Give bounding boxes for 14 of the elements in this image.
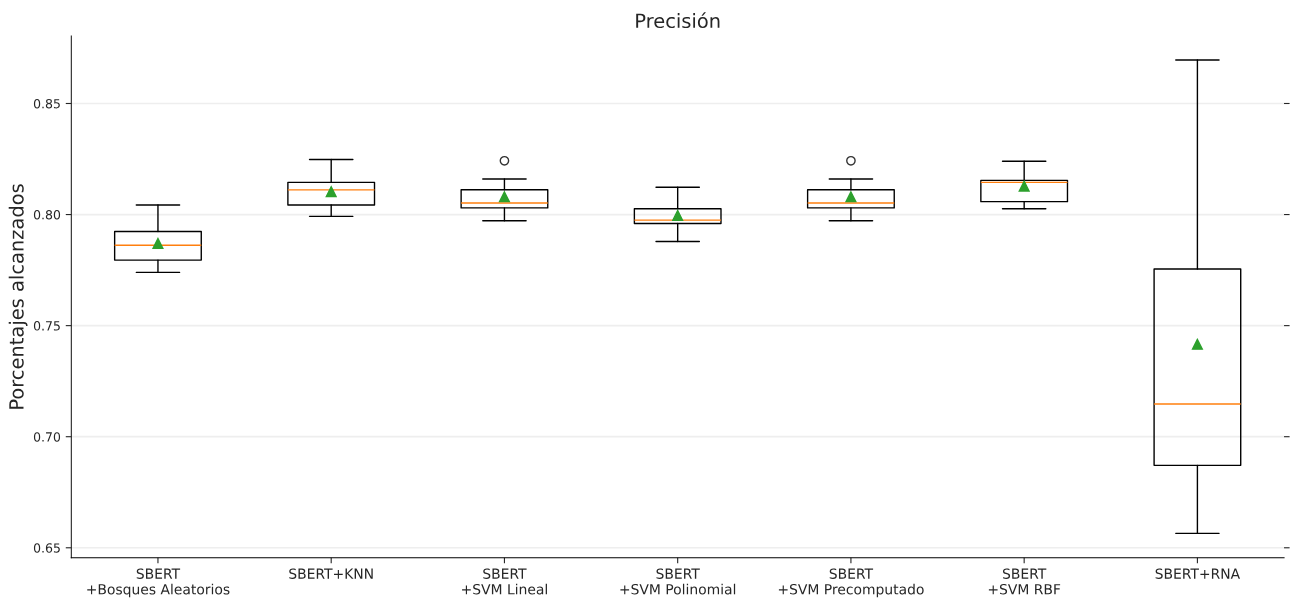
x-tick-label: SBERT +Bosques Aleatorios (87, 568, 230, 598)
x-tick-label: SBERT +SVM Polinomial (620, 568, 736, 595)
x-tick-label: SBERT+KNN (289, 568, 373, 579)
y-tick-label: 0.85 (33, 98, 60, 109)
x-tick-label: SBERT+RNA (1155, 568, 1240, 579)
y-tick-label: 0.75 (33, 321, 60, 331)
x-tick-label: SBERT +SVM Lineal (462, 568, 547, 595)
y-tick-label: 0.80 (33, 210, 61, 220)
y-axis-title: Porcentajes alcanzados (8, 184, 28, 409)
x-tick-label: SBERT +SVM Precomputado (778, 568, 924, 598)
x-tick-label: SBERT +SVM RBF (988, 568, 1061, 595)
y-tick-label: 0.70 (33, 432, 61, 442)
chart-title: Precisión (636, 12, 720, 29)
y-tick-label: 0.65 (33, 543, 60, 553)
